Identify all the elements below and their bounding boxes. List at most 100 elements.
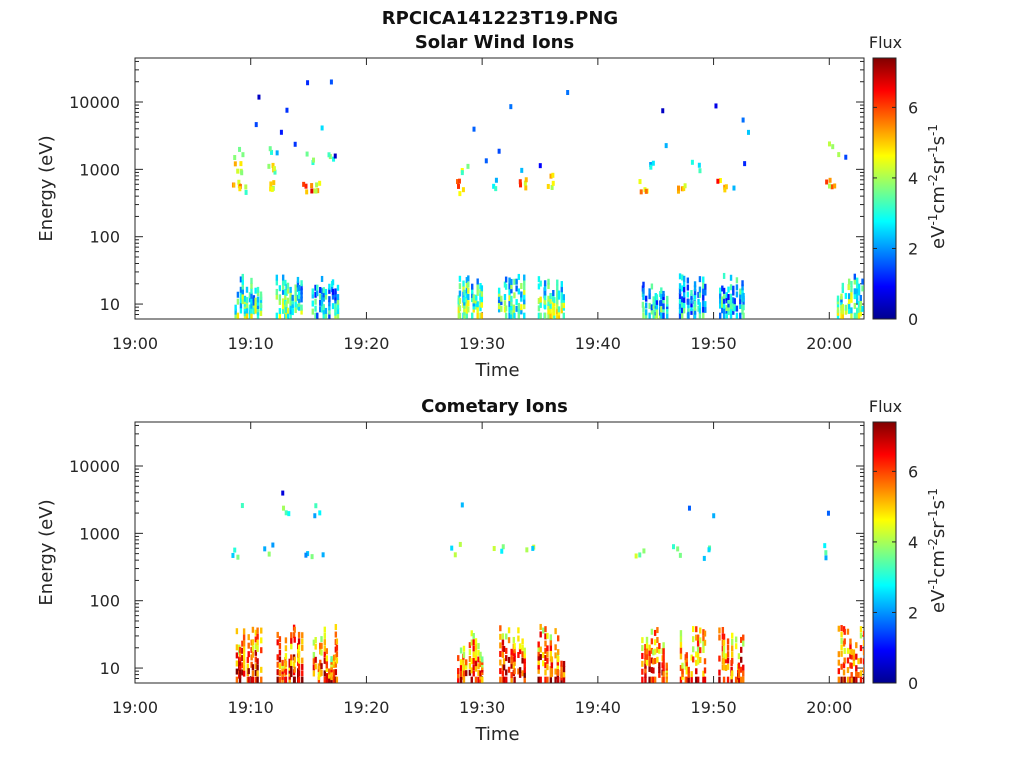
data-cell — [682, 281, 686, 288]
data-cell — [727, 286, 730, 293]
data-cell — [698, 168, 702, 174]
data-cell — [560, 286, 563, 293]
data-cell — [735, 277, 739, 284]
data-cell — [847, 293, 851, 300]
data-cell — [827, 141, 831, 147]
data-cell — [465, 287, 469, 294]
data-cell — [457, 668, 460, 675]
x-axis-label: Time — [474, 360, 519, 381]
data-cell — [457, 183, 461, 189]
data-cell — [746, 129, 750, 135]
data-cell — [853, 302, 857, 309]
colorbar-gradient — [872, 421, 897, 684]
data-cell — [735, 291, 739, 298]
data-cell — [241, 283, 244, 290]
data-cell — [320, 300, 324, 307]
data-cell — [704, 306, 707, 313]
data-cell — [840, 293, 843, 300]
data-cell — [649, 164, 653, 170]
data-cell — [538, 163, 542, 169]
data-cell — [678, 293, 682, 300]
data-cell — [729, 298, 733, 305]
data-cell — [297, 657, 301, 664]
data-cell — [702, 555, 706, 561]
data-cell — [837, 625, 841, 632]
data-cell — [470, 639, 473, 646]
data-cell — [238, 668, 242, 675]
data-cell — [676, 546, 680, 552]
data-cell — [523, 652, 526, 659]
data-cell — [235, 676, 239, 683]
data-cell — [241, 647, 244, 654]
data-cell — [263, 546, 267, 552]
data-cell — [537, 641, 540, 648]
data-cell — [702, 312, 705, 319]
data-cell — [557, 290, 561, 297]
data-cell — [539, 312, 542, 319]
data-cell — [840, 650, 843, 657]
data-cell — [702, 294, 705, 301]
data-cell — [537, 663, 540, 670]
data-cell — [504, 283, 508, 290]
data-cell — [334, 297, 337, 304]
data-cell — [499, 650, 502, 657]
data-cell — [658, 671, 661, 678]
data-cell — [508, 289, 511, 296]
data-cell — [314, 636, 317, 643]
data-cell — [479, 651, 482, 658]
data-cell — [523, 676, 526, 683]
data-cell — [690, 654, 693, 661]
data-cell — [250, 639, 253, 646]
data-cell — [656, 627, 659, 634]
data-cell — [284, 660, 288, 667]
colorbar-tick-label: 6 — [908, 98, 918, 117]
data-cell — [718, 312, 722, 319]
data-cell — [729, 307, 733, 314]
data-cell — [523, 279, 526, 286]
colorbar-title: Flux — [869, 33, 902, 52]
data-cell — [544, 633, 547, 640]
data-cell — [549, 307, 552, 314]
data-cell — [468, 662, 472, 669]
data-cell — [849, 643, 852, 650]
data-cell — [310, 554, 314, 560]
data-cell — [693, 300, 697, 307]
data-cell — [325, 655, 329, 662]
data-cell — [542, 627, 545, 634]
data-cell — [644, 653, 647, 660]
data-cell — [732, 308, 735, 315]
data-cell — [734, 676, 738, 683]
data-cell — [740, 666, 743, 673]
data-cell — [520, 291, 523, 298]
data-cell — [843, 638, 846, 645]
data-cell — [691, 626, 695, 633]
data-cell — [644, 312, 648, 319]
data-cell — [557, 309, 561, 316]
data-cell — [332, 662, 336, 669]
data-cell — [547, 308, 550, 315]
data-cell — [501, 639, 505, 646]
data-cell — [537, 645, 540, 652]
data-cell — [742, 292, 745, 299]
data-cell — [855, 282, 859, 289]
data-cell — [650, 628, 654, 635]
data-cell — [335, 644, 339, 651]
data-cell — [328, 308, 331, 315]
data-cell — [467, 294, 470, 301]
data-cell — [314, 305, 317, 312]
data-cell — [510, 658, 513, 665]
data-cell — [235, 628, 239, 635]
data-cell — [841, 308, 845, 315]
data-cell — [658, 667, 661, 674]
data-cell — [499, 625, 502, 632]
data-cell — [695, 626, 698, 633]
colorbar-tick-label: 4 — [908, 169, 918, 188]
data-cell — [293, 666, 296, 673]
data-cell — [259, 302, 263, 309]
data-cell — [687, 671, 690, 678]
data-cell — [247, 676, 250, 683]
data-cell — [554, 652, 557, 659]
data-cell — [259, 310, 263, 317]
x-tick-label: 19:50 — [691, 698, 737, 717]
data-cell — [658, 647, 661, 654]
